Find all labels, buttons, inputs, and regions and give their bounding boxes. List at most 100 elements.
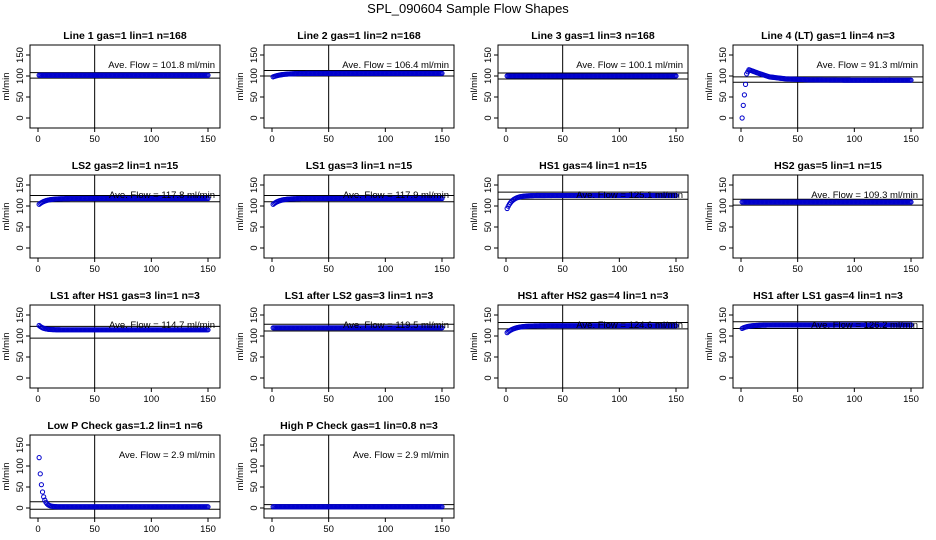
y-tick-label: 50 — [483, 352, 494, 363]
x-tick-label: 0 — [35, 394, 40, 405]
x-tick-label: 150 — [903, 394, 919, 405]
x-tick-label: 50 — [557, 264, 568, 275]
data-point — [673, 323, 679, 329]
x-tick-label: 150 — [903, 134, 919, 145]
subplot-1: Line 1 gas=1 lin=1 n=168 0 50 100 150 0 50 100 1… — [1, 30, 221, 145]
x-tick-label: 50 — [89, 394, 100, 405]
y-tick-label: 0 — [15, 375, 26, 380]
y-tick-label: 0 — [718, 245, 729, 250]
plot-frame — [732, 44, 924, 129]
data-point — [205, 327, 211, 333]
y-tick-label: 0 — [249, 375, 260, 380]
y-tick-label: 50 — [15, 352, 26, 363]
average-flow-annotation: Ave. Flow = 114.7 ml/min — [109, 320, 215, 331]
y-axis-label: ml/min — [235, 73, 246, 101]
x-tick-label: 50 — [89, 264, 100, 275]
plot-frame — [29, 434, 221, 519]
y-axis-label: ml/min — [704, 203, 715, 231]
x-tick-label: 50 — [792, 394, 803, 405]
data-point — [205, 504, 211, 510]
y-tick-label: 150 — [249, 177, 260, 193]
y-tick-label: 0 — [483, 375, 494, 380]
x-tick-label: 0 — [503, 394, 508, 405]
y-tick-label: 150 — [483, 47, 494, 63]
subplot-title: High P Check gas=1 lin=0.8 n=3 — [280, 420, 438, 432]
y-tick-label: 50 — [249, 92, 260, 103]
subplot-title: HS2 gas=5 lin=1 n=15 — [774, 160, 882, 172]
subplot-title: Low P Check gas=1.2 lin=1 n=6 — [47, 420, 202, 432]
y-tick-label: 150 — [249, 47, 260, 63]
data-point — [908, 322, 914, 328]
subplot-11: HS1 after HS2 gas=4 lin=1 n=3 0 50 100 150 0 5… — [469, 290, 689, 405]
data-point — [205, 72, 211, 78]
average-flow-annotation: Ave. Flow = 117.8 ml/min — [109, 190, 215, 201]
y-tick-label: 150 — [249, 437, 260, 453]
data-point — [439, 70, 445, 76]
data-point — [41, 494, 47, 500]
data-point — [673, 73, 679, 79]
y-tick-label: 100 — [249, 68, 260, 84]
x-tick-label: 150 — [903, 264, 919, 275]
y-tick-label: 150 — [15, 47, 26, 63]
subplot-title: LS1 after HS1 gas=3 lin=1 n=3 — [50, 290, 200, 302]
average-flow-annotation: Ave. Flow = 2.9 ml/min — [353, 450, 449, 461]
y-tick-label: 150 — [15, 177, 26, 193]
y-tick-label: 50 — [15, 482, 26, 493]
y-tick-label: 0 — [249, 505, 260, 510]
y-tick-label: 150 — [718, 307, 729, 323]
y-tick-label: 50 — [718, 352, 729, 363]
subplot-6: LS1 gas=3 lin=1 n=150 50 100 150050100150ml… — [235, 160, 455, 275]
x-tick-label: 50 — [557, 134, 568, 145]
x-tick-label: 50 — [323, 134, 334, 145]
plot-frame — [497, 174, 689, 259]
y-tick-label: 100 — [15, 328, 26, 344]
x-tick-label: 50 — [89, 134, 100, 145]
y-tick-label: 150 — [718, 47, 729, 63]
x-tick-label: 50 — [323, 524, 334, 535]
subplot-title: HS1 after HS2 gas=4 lin=1 n=3 — [518, 290, 669, 302]
subplot-8: HS2 gas=5 lin=1 n=150 50 100 150050100150ml… — [704, 160, 924, 275]
y-tick-label: 100 — [718, 198, 729, 214]
x-tick-label: 100 — [611, 264, 627, 275]
data-point — [39, 489, 46, 495]
data-point — [739, 115, 745, 121]
x-tick-label: 50 — [792, 134, 803, 145]
x-tick-label: 100 — [846, 394, 862, 405]
y-tick-label: 0 — [249, 115, 260, 120]
data-point — [36, 455, 42, 461]
x-tick-label: 50 — [792, 264, 803, 275]
x-tick-label: 100 — [377, 524, 393, 535]
subplot-title: HS1 after LS1 gas=4 lin=1 n=3 — [753, 290, 903, 302]
x-tick-label: 150 — [200, 524, 216, 535]
y-tick-label: 50 — [249, 222, 260, 233]
y-tick-label: 50 — [718, 92, 729, 103]
y-tick-label: 0 — [15, 245, 26, 250]
y-tick-label: 100 — [718, 328, 729, 344]
y-tick-label: 100 — [15, 68, 26, 84]
average-flow-annotation: Ave. Flow = 124.6 ml/min — [576, 320, 683, 331]
x-tick-label: 150 — [434, 264, 450, 275]
plot-frame — [29, 44, 221, 129]
y-tick-label: 150 — [483, 307, 494, 323]
y-tick-label: 100 — [718, 68, 729, 84]
x-tick-label: 0 — [35, 524, 40, 535]
data-point — [908, 77, 914, 83]
x-tick-label: 0 — [503, 134, 508, 145]
y-tick-label: 50 — [249, 482, 260, 493]
x-tick-label: 0 — [269, 264, 274, 275]
x-tick-label: 100 — [846, 134, 862, 145]
x-tick-label: 100 — [143, 394, 159, 405]
subplot-title: Line 3 gas=1 lin=3 n=168 — [531, 30, 655, 42]
subplot-2: Line 2 gas=1 lin=2 n=168 0 50 100 150 0 50 100 1… — [235, 30, 455, 145]
x-tick-label: 150 — [434, 524, 450, 535]
y-axis-label: ml/min — [235, 203, 246, 231]
subplot-12: HS1 after LS1 gas=4 lin=1 n=3 0 50 100 150 0 5… — [704, 290, 924, 405]
plot-frame — [29, 174, 221, 259]
x-tick-label: 0 — [35, 264, 40, 275]
subplot-3: Line 3 gas=1 lin=3 n=168 0 50 100 150 0 50 100 1… — [469, 30, 689, 145]
y-tick-label: 100 — [483, 68, 494, 84]
y-tick-label: 50 — [483, 92, 494, 103]
y-tick-label: 50 — [15, 222, 26, 233]
x-tick-label: 100 — [377, 394, 393, 405]
